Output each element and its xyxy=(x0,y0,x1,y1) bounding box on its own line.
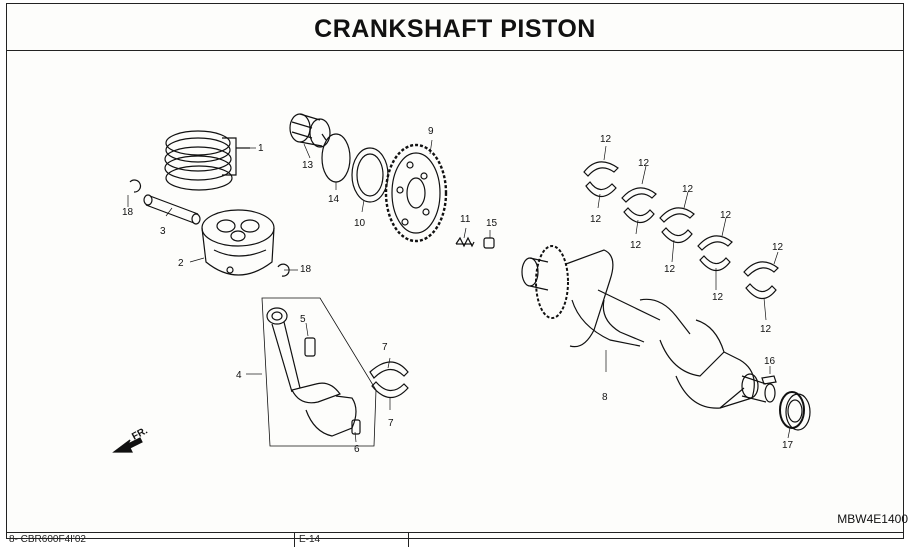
callout-13: 13 xyxy=(302,160,314,171)
pin[interactable] xyxy=(483,237,495,249)
footer: 8- CBR600F4I'02 E-14 xyxy=(6,532,904,547)
crankshaft[interactable] xyxy=(521,245,776,409)
cam-chain-drive-sprocket[interactable] xyxy=(384,143,448,243)
callout-1: 1 xyxy=(258,143,264,154)
callout-12-g: 12 xyxy=(720,210,732,221)
callout-12-a: 12 xyxy=(600,134,612,145)
main-bearings[interactable] xyxy=(583,161,779,300)
title-bar: CRANKSHAFT PISTON xyxy=(7,4,903,51)
callout-7-lower: 7 xyxy=(388,418,394,429)
callout-12-h: 12 xyxy=(712,292,724,303)
thrust-washer[interactable] xyxy=(351,147,389,203)
footer-page-number: E-14 xyxy=(294,533,409,547)
spring[interactable] xyxy=(455,236,475,248)
callout-12-b: 12 xyxy=(590,214,602,225)
callout-3: 3 xyxy=(160,226,166,237)
piston[interactable] xyxy=(201,209,275,276)
callout-12-j: 12 xyxy=(760,324,772,335)
callout-17: 17 xyxy=(782,440,794,451)
callout-12-c: 12 xyxy=(638,158,650,169)
callout-16: 16 xyxy=(764,356,776,367)
callout-6: 6 xyxy=(354,444,360,455)
connecting-rod-bearing-upper[interactable] xyxy=(369,361,409,379)
piston-pin-clip-right[interactable] xyxy=(277,263,290,277)
page-title: CRANKSHAFT PISTON xyxy=(314,15,596,43)
crankshaft-end-bearing[interactable] xyxy=(779,391,811,431)
callout-11: 11 xyxy=(460,214,471,225)
front-direction-arrow-icon xyxy=(112,437,143,453)
callout-5: 5 xyxy=(300,314,306,325)
circlip[interactable] xyxy=(321,133,351,183)
callout-4: 4 xyxy=(236,370,242,381)
footer-empty-cell xyxy=(408,533,899,547)
callout-15: 15 xyxy=(486,218,498,229)
callout-12-f: 12 xyxy=(664,264,676,275)
callout-18-right: 18 xyxy=(300,264,312,275)
piston-pin-clip-left[interactable] xyxy=(129,179,142,193)
callout-12-i: 12 xyxy=(772,242,784,253)
piston-rings[interactable] xyxy=(164,130,250,191)
callout-8: 8 xyxy=(602,392,608,403)
callout-9: 9 xyxy=(428,126,434,137)
needle-bearing[interactable] xyxy=(289,113,331,148)
callout-18-left: 18 xyxy=(122,207,134,218)
callout-12-d: 12 xyxy=(630,240,642,251)
callout-10: 10 xyxy=(354,218,366,229)
connecting-rod[interactable] xyxy=(261,297,377,447)
callout-leader-lines xyxy=(127,139,791,443)
callout-14: 14 xyxy=(328,194,340,205)
piston-pin[interactable] xyxy=(143,194,201,225)
woodruff-key[interactable] xyxy=(761,375,777,385)
callout-2: 2 xyxy=(178,258,184,269)
connecting-rod-bearing-lower[interactable] xyxy=(371,381,409,399)
callout-7-upper: 7 xyxy=(382,342,388,353)
front-marker-label: FR. xyxy=(130,425,150,442)
footer-model-code: 8- CBR600F4I'02 xyxy=(9,534,86,545)
callout-12-e: 12 xyxy=(682,184,694,195)
diagram-reference-code: MBW4E1400 xyxy=(837,512,908,526)
